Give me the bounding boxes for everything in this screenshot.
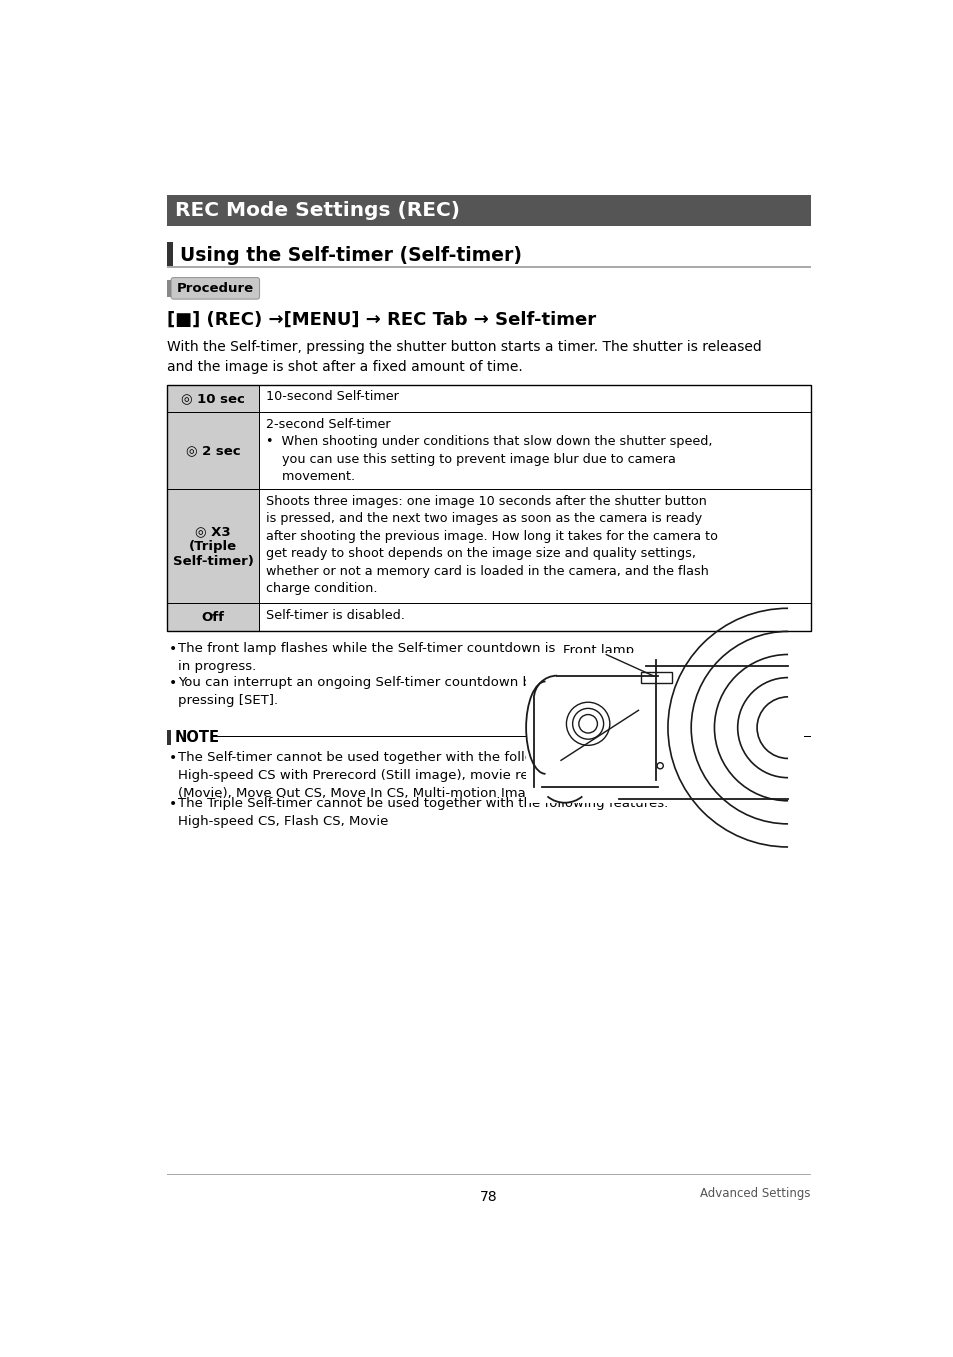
Text: You can interrupt an ongoing Self-timer countdown by
pressing [SET].: You can interrupt an ongoing Self-timer … — [178, 676, 538, 707]
Text: NOTE: NOTE — [174, 730, 220, 745]
Bar — [167, 384, 810, 631]
Bar — [167, 242, 172, 269]
Text: •: • — [169, 752, 177, 765]
Text: Front lamp: Front lamp — [562, 645, 633, 657]
Text: 78: 78 — [479, 1190, 497, 1204]
Text: ◎ 10 sec: ◎ 10 sec — [181, 392, 245, 404]
Text: The front lamp flashes while the Self-timer countdown is
in progress.: The front lamp flashes while the Self-ti… — [178, 642, 555, 673]
Text: Self-timer is disabled.: Self-timer is disabled. — [266, 609, 404, 622]
Bar — [167, 266, 810, 269]
Bar — [258, 384, 810, 413]
Text: REC Mode Settings (REC): REC Mode Settings (REC) — [174, 201, 459, 220]
Text: The Triple Self-timer cannot be used together with the following features.
High-: The Triple Self-timer cannot be used tog… — [178, 798, 668, 828]
Text: The Self-timer cannot be used together with the following features.
High-speed C: The Self-timer cannot be used together w… — [178, 752, 679, 801]
Bar — [167, 730, 171, 745]
Bar — [258, 490, 810, 604]
Bar — [167, 604, 258, 631]
Text: •: • — [169, 642, 177, 655]
Bar — [640, 672, 671, 683]
Text: •: • — [169, 798, 177, 811]
Text: ◎ 2 sec: ◎ 2 sec — [186, 444, 240, 457]
Bar — [167, 384, 258, 413]
Bar — [167, 195, 810, 227]
Bar — [258, 604, 810, 631]
Bar — [167, 280, 171, 297]
Bar — [525, 653, 802, 803]
Bar — [167, 413, 258, 490]
Text: 2-second Self-timer
•  When shooting under conditions that slow down the shutter: 2-second Self-timer • When shooting unde… — [266, 418, 712, 483]
Text: [■] (REC) →[MENU] → REC Tab → Self-timer: [■] (REC) →[MENU] → REC Tab → Self-timer — [167, 311, 596, 328]
Text: Using the Self-timer (Self-timer): Using the Self-timer (Self-timer) — [179, 246, 521, 265]
Text: Advanced Settings: Advanced Settings — [700, 1187, 810, 1201]
Text: •: • — [169, 676, 177, 689]
Text: Procedure: Procedure — [176, 282, 253, 294]
Text: Shoots three images: one image 10 seconds after the shutter button
is pressed, a: Shoots three images: one image 10 second… — [266, 495, 717, 596]
Bar — [167, 490, 258, 604]
FancyBboxPatch shape — [171, 278, 259, 299]
Text: With the Self-timer, pressing the shutter button starts a timer. The shutter is : With the Self-timer, pressing the shutte… — [167, 341, 761, 375]
Text: 10-second Self-timer: 10-second Self-timer — [266, 389, 398, 403]
Text: Off: Off — [201, 611, 224, 624]
Text: ◎ X3
(Triple
Self-timer): ◎ X3 (Triple Self-timer) — [172, 525, 253, 567]
Bar — [258, 413, 810, 490]
